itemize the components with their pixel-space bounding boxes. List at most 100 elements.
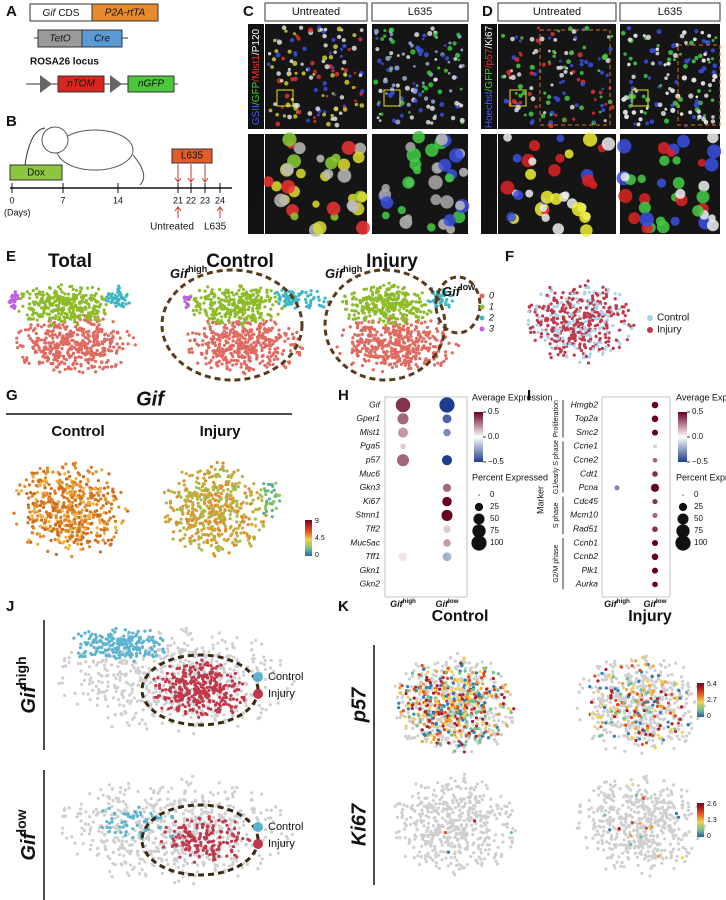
cell-dot (49, 525, 52, 528)
cell-dot (623, 319, 626, 322)
cell-dot (237, 289, 240, 292)
cell-dot (260, 336, 263, 339)
cell-dot (271, 342, 274, 345)
cell-dot (60, 320, 63, 323)
cell-dot (41, 515, 44, 518)
cell (448, 72, 451, 75)
cell-dot (574, 334, 577, 337)
cell-dot (219, 546, 222, 549)
cell (588, 62, 593, 67)
cell-dot (203, 289, 206, 292)
cell-dot (396, 340, 399, 343)
cell-dot (126, 342, 129, 345)
cell (572, 118, 575, 121)
cell-dot (87, 367, 90, 370)
cell (272, 57, 276, 61)
cell-dot (405, 291, 408, 294)
cell-dot (355, 309, 358, 312)
expression-dot (399, 552, 408, 561)
cell-dot (238, 506, 241, 509)
cell-dot (205, 296, 208, 299)
cell-dot (96, 349, 99, 352)
cell-dot (401, 338, 404, 341)
cell-dot (598, 348, 601, 351)
cell-dot (115, 342, 118, 345)
cell-dot (62, 491, 65, 494)
cell-dot (624, 314, 627, 317)
cell-dot (87, 321, 90, 324)
cell (549, 123, 554, 128)
panel-letter: J (6, 598, 14, 615)
cell-dot (219, 508, 222, 511)
cell (600, 95, 603, 98)
cell-dot (68, 537, 71, 540)
cell-dot (132, 336, 135, 339)
cell-dot (71, 531, 74, 534)
cell-dot (564, 343, 567, 346)
cell (284, 29, 287, 32)
cell-dot (367, 335, 370, 338)
cell (343, 107, 347, 111)
cell-dot (236, 304, 239, 307)
cell-dot (196, 495, 199, 498)
cell-dot (164, 516, 167, 519)
cell-dot (579, 306, 582, 309)
cell (460, 118, 465, 123)
cell (694, 56, 698, 60)
cell-dot (384, 291, 387, 294)
cell (604, 103, 607, 106)
gene-label: Plk1 (581, 565, 598, 575)
cell (383, 78, 388, 83)
cell-dot (226, 289, 229, 292)
cell-dot (60, 347, 63, 350)
cell (553, 223, 565, 235)
cell (427, 70, 432, 75)
cell-dot (108, 345, 111, 348)
cell-dot (379, 286, 382, 289)
panel-letter: B (6, 113, 17, 130)
cell-dot (61, 343, 64, 346)
cell-dot (225, 348, 228, 351)
cell-dot (546, 294, 549, 297)
cell-dot (205, 314, 208, 317)
cell (267, 62, 271, 66)
cell-dot (48, 286, 51, 289)
size-key (682, 494, 683, 495)
cell-dot (89, 347, 92, 350)
cell-dot (253, 537, 256, 540)
cell-dot (410, 330, 413, 333)
cell-dot (234, 500, 237, 503)
cell-dot (235, 531, 238, 534)
cell-dot (73, 346, 76, 349)
cell (582, 174, 595, 187)
cell-dot (323, 296, 326, 299)
cell-dot (105, 296, 108, 299)
cell-dot (342, 328, 345, 331)
cell-dot (86, 478, 89, 481)
cell-dot (265, 365, 268, 368)
stain-label: GSII/GFP/Mist1/P120 (251, 28, 262, 125)
label: 24 (215, 195, 225, 205)
cell (412, 89, 417, 94)
cell (535, 105, 538, 108)
cell-dot (390, 292, 393, 295)
cell-dot (215, 541, 218, 544)
cell-dot (54, 300, 57, 303)
cell (673, 101, 678, 106)
cell-dot (422, 337, 425, 340)
cell-dot (104, 498, 107, 501)
cell-dot (426, 326, 429, 329)
cell-dot (42, 312, 45, 315)
label: (Days) (4, 207, 31, 217)
cell (426, 105, 430, 109)
cell (416, 84, 419, 87)
cell-dot (240, 344, 243, 347)
cell-dot (109, 342, 112, 345)
cell (385, 56, 390, 61)
cell (390, 87, 394, 91)
cell (503, 133, 512, 142)
cell (354, 99, 357, 102)
cell-dot (94, 360, 97, 363)
cell (302, 47, 307, 52)
cell (533, 72, 537, 76)
